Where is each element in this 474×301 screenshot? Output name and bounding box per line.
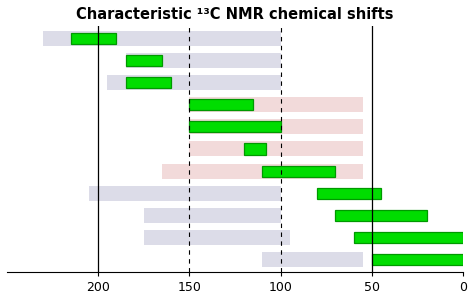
Bar: [162, 164, 363, 179]
Bar: [44, 30, 281, 46]
Bar: [190, 119, 363, 134]
Bar: [126, 55, 162, 66]
Bar: [89, 186, 281, 201]
Bar: [126, 53, 281, 68]
Bar: [263, 166, 335, 177]
Bar: [144, 208, 281, 223]
Title: Characteristic ¹³C NMR chemical shifts: Characteristic ¹³C NMR chemical shifts: [76, 7, 394, 22]
Bar: [190, 121, 281, 132]
Bar: [107, 75, 281, 90]
Bar: [244, 143, 266, 154]
Bar: [335, 210, 427, 221]
Bar: [126, 77, 171, 88]
Bar: [190, 99, 253, 110]
Bar: [71, 33, 117, 44]
Bar: [317, 188, 381, 199]
Bar: [354, 232, 463, 243]
Bar: [190, 97, 363, 112]
Bar: [263, 252, 363, 267]
Bar: [190, 141, 363, 157]
Bar: [372, 254, 463, 265]
Bar: [144, 230, 290, 245]
